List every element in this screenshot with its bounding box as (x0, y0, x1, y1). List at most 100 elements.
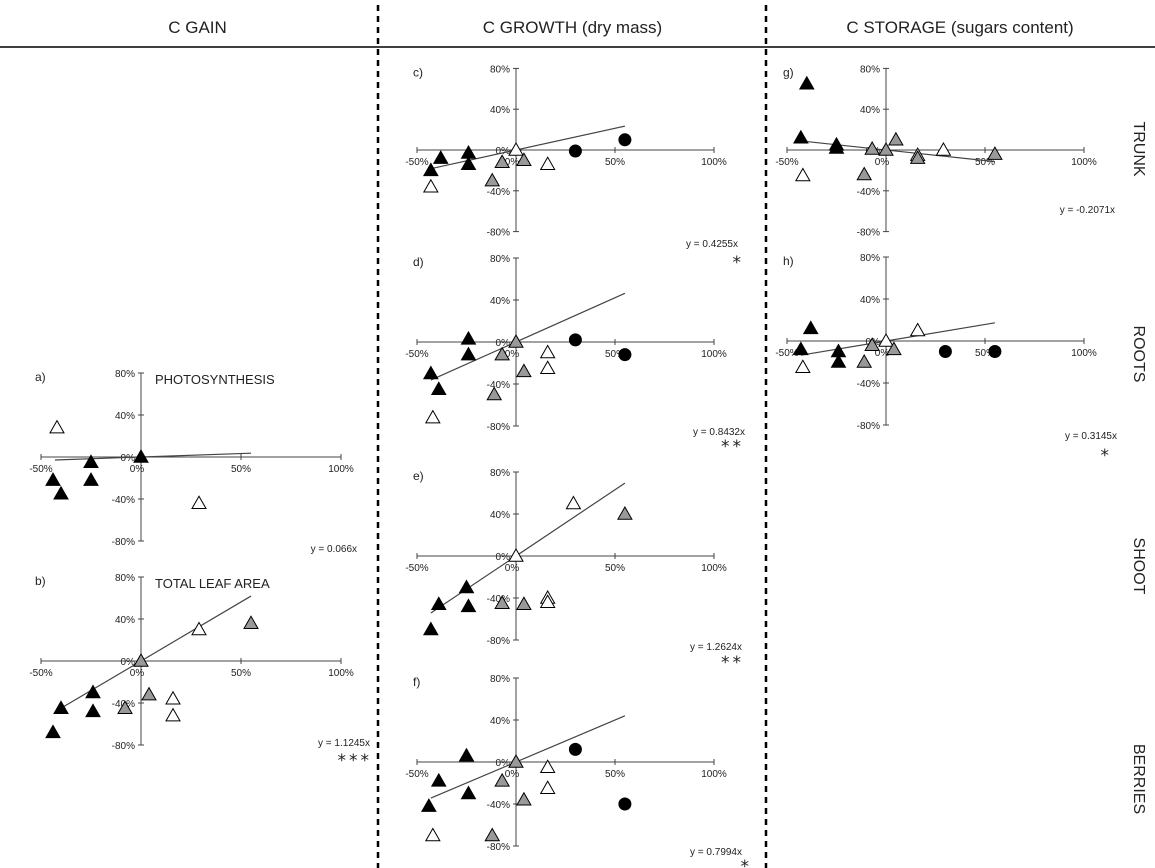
panel-d: -50% 0% 50% 100% 80% 40% 0% -40% -80% d) y = 0.843… (405, 254, 745, 457)
data-point-triangle (421, 798, 437, 812)
data-point-triangle (539, 344, 556, 359)
data-point-triangle (430, 772, 447, 787)
regression-line (54, 595, 252, 713)
y-tick-label: 0% (496, 758, 511, 769)
data-point-triangle (792, 129, 809, 144)
data-point-circle (568, 144, 582, 158)
panel-title: PHOTOSYNTHESIS (155, 372, 275, 387)
data-point-triangle (864, 140, 881, 155)
x-tick-label: 100% (701, 157, 727, 168)
y-tick-label: -40% (487, 594, 510, 605)
regression-equation: y = 0.8432x (693, 427, 745, 438)
y-tick-label: 0% (496, 338, 511, 349)
data-point-triangle (617, 505, 633, 520)
x-tick-label: 0% (875, 348, 890, 359)
data-point-triangle (856, 353, 873, 368)
significance-stars: *** (338, 751, 373, 771)
data-point-triangle (539, 780, 556, 794)
data-point-triangle (539, 156, 556, 171)
data-point-circle (988, 345, 1002, 358)
data-point-triangle (49, 419, 65, 434)
y-tick-label: -40% (857, 379, 880, 390)
x-tick-label: 100% (1071, 157, 1097, 168)
regression-line (430, 482, 626, 614)
significance-stars: ** (721, 437, 744, 457)
data-point-triangle (458, 747, 475, 762)
data-point-triangle (165, 690, 181, 705)
y-tick-label: 40% (115, 615, 135, 626)
data-point-triangle (539, 360, 556, 374)
regression-equation: y = 1.1245x (318, 738, 370, 749)
x-tick-label: 50% (975, 157, 995, 168)
data-point-triangle (864, 337, 881, 351)
x-tick-label: 0% (505, 349, 520, 360)
data-point-triangle (828, 139, 845, 154)
x-tick-label: 0% (505, 769, 520, 780)
data-point-triangle (494, 346, 511, 361)
data-point-triangle (878, 141, 894, 156)
panel-h: -50%0%50%100%80%40%0%-40%-80%h)y = 0.314… (775, 253, 1117, 466)
data-point-triangle (516, 363, 532, 378)
panel-g: -50%0%50%100%80%40%0%-40%-80%g)y = -0.20… (775, 64, 1115, 238)
data-point-triangle (243, 615, 259, 629)
data-point-triangle (909, 322, 926, 337)
y-tick-label: -80% (112, 537, 135, 548)
data-point-triangle (422, 178, 439, 193)
x-tick-label: 100% (701, 563, 727, 574)
data-point-triangle (422, 162, 439, 177)
x-tick-label: 50% (605, 769, 625, 780)
data-point-triangle (886, 341, 902, 356)
y-tick-label: 0% (121, 657, 136, 668)
data-point-triangle (460, 156, 477, 171)
y-tick-label: -80% (487, 842, 510, 853)
y-tick-label: 80% (490, 674, 510, 685)
column-title-c-growth: C GROWTH (dry mass) (482, 18, 663, 37)
x-tick-label: -50% (775, 348, 798, 359)
panel-title: TOTAL LEAF AREA (155, 576, 270, 591)
regression-equation: y = 0.7994x (690, 847, 742, 858)
panel-label: e) (413, 469, 424, 483)
data-point-triangle (516, 152, 532, 166)
panel-label: b) (35, 574, 46, 588)
x-tick-label: 100% (328, 668, 354, 679)
data-point-triangle (422, 621, 439, 636)
panel-label: c) (413, 65, 423, 79)
x-tick-label: 0% (505, 563, 520, 574)
data-point-triangle (798, 75, 815, 90)
data-point-triangle (878, 332, 894, 347)
data-point-triangle (53, 485, 69, 500)
x-tick-label: 50% (231, 668, 251, 679)
y-tick-label: -80% (487, 228, 510, 239)
regression-equation: y = 0.4255x (686, 239, 738, 250)
significance-stars: * (733, 253, 745, 273)
regression-line (800, 322, 995, 356)
y-tick-label: -40% (487, 380, 510, 391)
y-tick-label: -40% (112, 495, 135, 506)
regression-line (430, 715, 626, 799)
data-point-triangle (888, 131, 904, 146)
x-tick-label: -50% (29, 464, 52, 475)
panel-b: -50%0%50%100%80%40%0%-40%-80%b)TOTAL LEA… (29, 573, 373, 771)
panel-a: -50% 0% 50% 100% 80% 40% 0% -40% -80% a) PHOTOSYNT… (29, 369, 357, 555)
regression-equation: y = 0.3145x (1065, 431, 1117, 442)
x-tick-label: 100% (328, 464, 354, 475)
significance-stars: * (1101, 446, 1113, 466)
data-point-triangle (191, 495, 207, 509)
data-point-triangle (794, 359, 811, 373)
y-tick-label: 80% (115, 369, 135, 380)
data-point-triangle (830, 353, 847, 368)
regression-equation: y = 1.2624x (690, 642, 742, 653)
data-point-triangle (53, 700, 69, 714)
column-title-c-storage: C STORAGE (sugars content) (846, 18, 1074, 37)
data-point-triangle (935, 141, 952, 156)
data-point-triangle (460, 346, 477, 361)
y-tick-label: 0% (121, 453, 136, 464)
y-tick-label: 40% (490, 105, 510, 116)
data-point-triangle (494, 772, 511, 787)
y-tick-label: 40% (860, 295, 880, 306)
regression-line (430, 292, 626, 381)
data-point-triangle (539, 759, 556, 773)
regression-line (54, 452, 252, 461)
data-point-triangle (422, 365, 439, 380)
